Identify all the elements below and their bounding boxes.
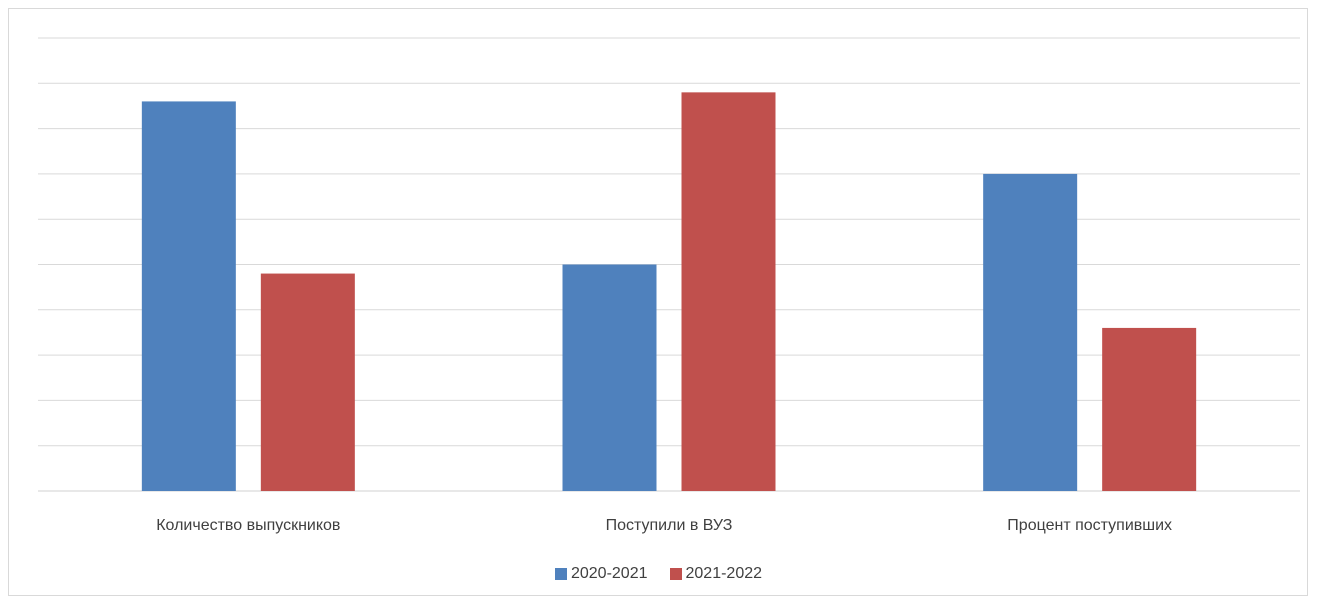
bars (141, 92, 1197, 492)
legend-swatch-series-2 (669, 568, 682, 580)
bar-series-1-cat-1 (141, 101, 236, 492)
category-label: Количество выпускников (156, 517, 340, 534)
bar-series-2-cat-2 (681, 92, 776, 492)
category-label: Процент поступивших (1007, 517, 1172, 534)
legend-swatch-series-1 (554, 568, 567, 580)
category-label: Поступили в ВУЗ (606, 517, 733, 534)
legend-label-series-2: 2021-2022 (685, 565, 763, 582)
bar-series-2-cat-1 (260, 273, 355, 491)
category-labels: Количество выпускников Поступили в ВУЗ Про… (156, 517, 1172, 534)
legend-item-series-2: 2021-2022 (669, 565, 763, 583)
bar-series-2-cat-3 (1102, 327, 1197, 491)
gridlines (38, 37, 1300, 492)
legend-item-series-1: 2020-2021 (554, 565, 648, 583)
legend: 2020-2021 2021-2022 (0, 565, 1317, 583)
bar-series-1-cat-2 (562, 264, 657, 491)
bar-series-1-cat-3 (983, 173, 1078, 491)
legend-label-series-1: 2020-2021 (570, 565, 648, 582)
